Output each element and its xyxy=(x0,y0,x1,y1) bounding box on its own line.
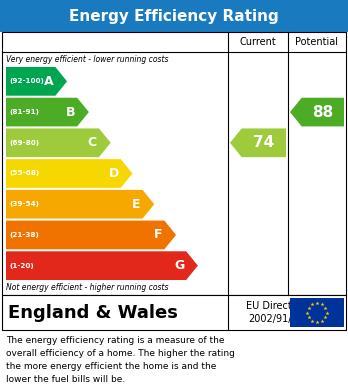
Text: (92-100): (92-100) xyxy=(9,78,44,84)
Text: (55-68): (55-68) xyxy=(9,170,39,176)
Polygon shape xyxy=(6,251,198,280)
Bar xyxy=(290,298,344,327)
Bar xyxy=(2,295,346,330)
Text: (39-54): (39-54) xyxy=(9,201,39,207)
Text: (69-80): (69-80) xyxy=(9,140,39,146)
Text: G: G xyxy=(174,259,184,272)
Text: B: B xyxy=(66,106,75,118)
Text: The energy efficiency rating is a measure of the
overall efficiency of a home. T: The energy efficiency rating is a measur… xyxy=(6,336,235,384)
Polygon shape xyxy=(6,98,89,126)
Text: Energy Efficiency Rating: Energy Efficiency Rating xyxy=(69,9,279,23)
Polygon shape xyxy=(6,128,111,157)
Text: (1-20): (1-20) xyxy=(9,263,34,269)
Polygon shape xyxy=(6,67,67,96)
Polygon shape xyxy=(230,128,286,157)
Text: A: A xyxy=(44,75,53,88)
Text: F: F xyxy=(154,228,163,241)
Polygon shape xyxy=(6,190,154,219)
Text: (21-38): (21-38) xyxy=(9,232,39,238)
Text: 74: 74 xyxy=(253,135,275,150)
Text: Current: Current xyxy=(240,37,276,47)
Text: Very energy efficient - lower running costs: Very energy efficient - lower running co… xyxy=(6,54,168,63)
Text: C: C xyxy=(88,136,97,149)
Polygon shape xyxy=(6,221,176,249)
Polygon shape xyxy=(6,159,133,188)
Text: (81-91): (81-91) xyxy=(9,109,39,115)
Text: EU Directive
2002/91/EC: EU Directive 2002/91/EC xyxy=(246,301,306,324)
Text: Not energy efficient - higher running costs: Not energy efficient - higher running co… xyxy=(6,283,168,292)
Text: D: D xyxy=(109,167,119,180)
Text: E: E xyxy=(132,198,141,211)
Polygon shape xyxy=(290,98,344,126)
Bar xyxy=(2,32,346,295)
Bar xyxy=(0,0,348,32)
Text: England & Wales: England & Wales xyxy=(8,303,178,321)
Text: 88: 88 xyxy=(312,104,333,120)
Text: Potential: Potential xyxy=(295,37,339,47)
